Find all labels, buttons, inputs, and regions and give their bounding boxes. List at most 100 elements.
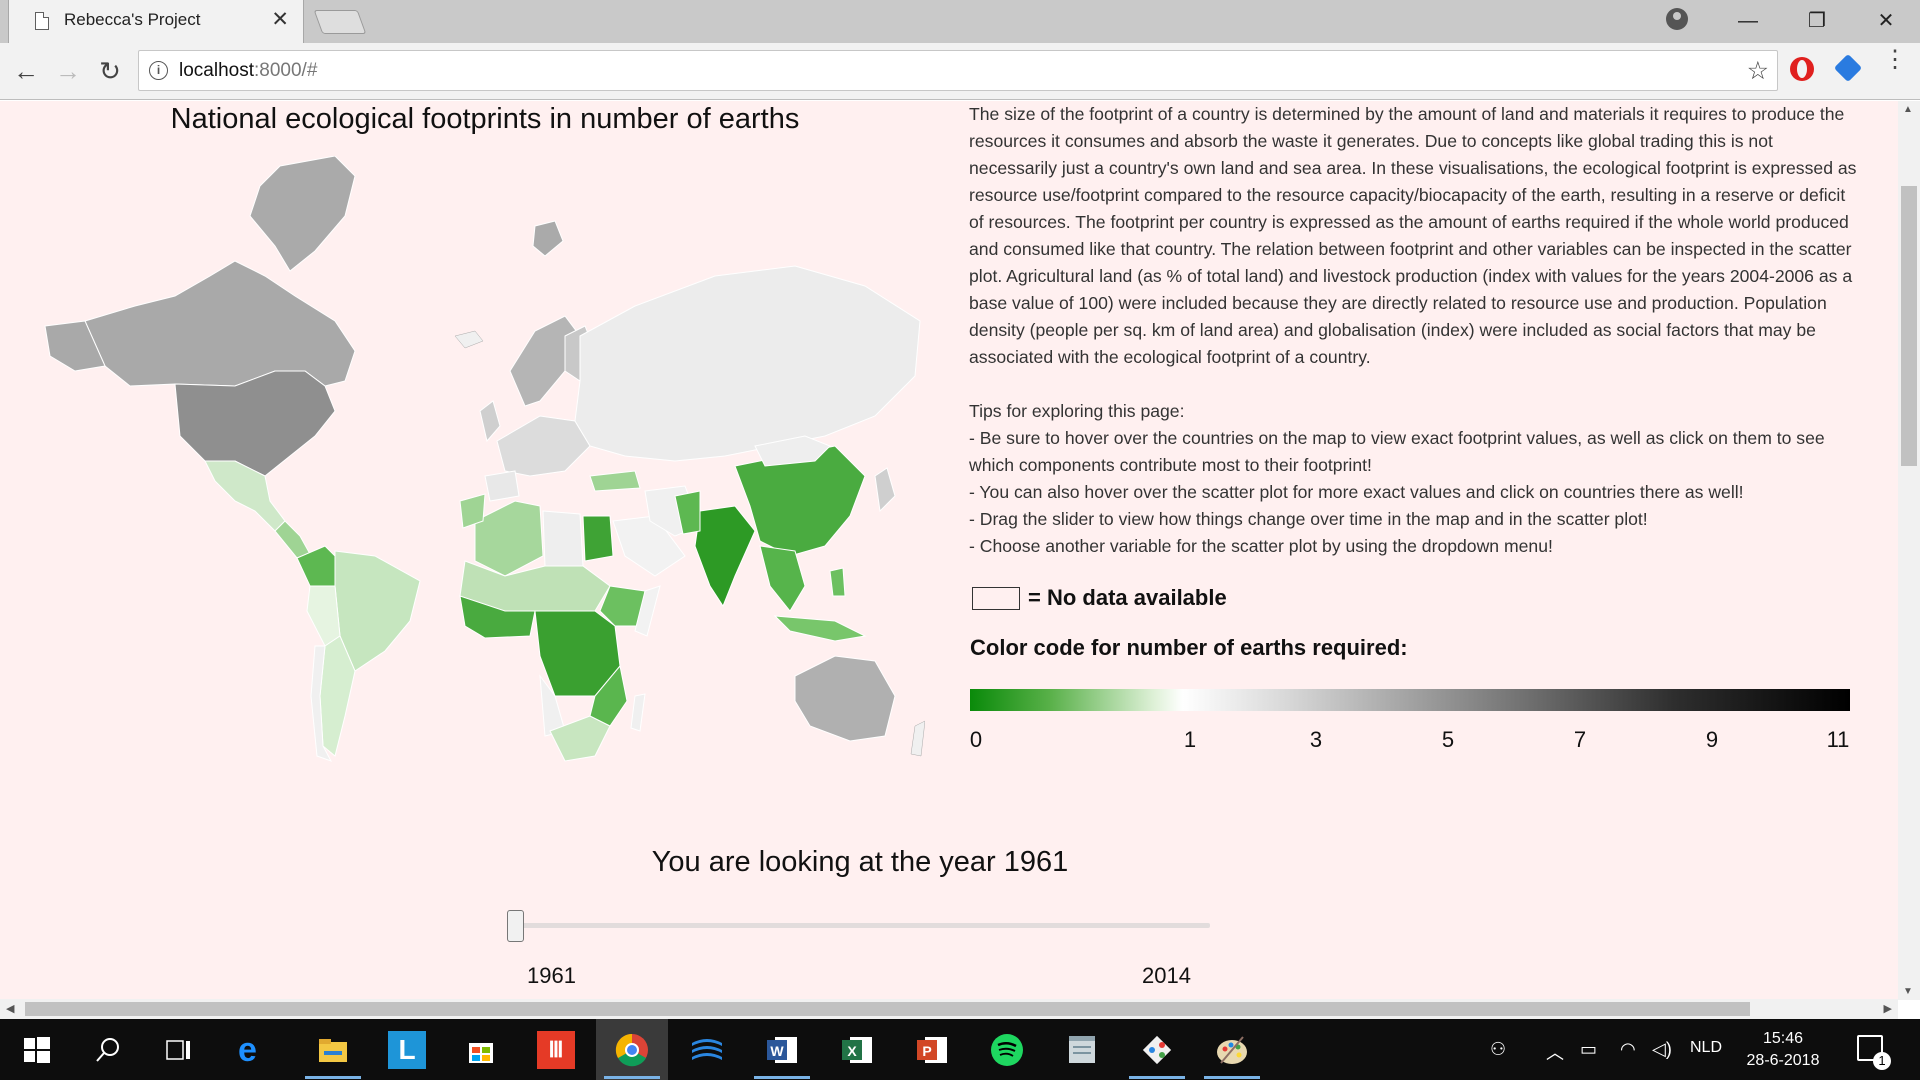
minimize-button[interactable]: — [1738, 10, 1758, 32]
country-canada[interactable] [84, 260, 356, 387]
country-mongolia[interactable] [754, 435, 831, 467]
country-india[interactable] [694, 505, 756, 608]
file-explorer-icon[interactable] [314, 1031, 352, 1069]
legend-tick: 0 [969, 727, 983, 752]
powerpoint-icon[interactable]: P [913, 1031, 951, 1069]
tip-item: - You can also hover over the scatter pl… [969, 482, 1744, 502]
year-slider-track[interactable] [510, 923, 1210, 928]
browser-titlebar: Rebecca's Project ✕ — ❐ ✕ [0, 0, 1920, 43]
country-madagascar[interactable] [630, 693, 646, 732]
country-south-africa[interactable] [549, 715, 611, 762]
country-indonesia[interactable] [773, 615, 867, 642]
word-icon[interactable]: W [763, 1031, 801, 1069]
page-icon [35, 12, 49, 30]
country-philippines[interactable] [829, 567, 846, 597]
excel-icon[interactable]: X [838, 1031, 876, 1069]
year-slider-title: You are looking at the year 1961 [651, 846, 1069, 878]
country-libya[interactable] [542, 510, 584, 567]
profile-icon[interactable] [1666, 8, 1688, 30]
country-somalia[interactable] [634, 585, 661, 637]
menu-icon[interactable]: ⋮ [1883, 46, 1907, 73]
country-morocco[interactable] [459, 493, 486, 529]
country-new-zealand[interactable] [910, 720, 925, 757]
extension-icon[interactable] [1833, 53, 1863, 83]
running-indicator [305, 1076, 361, 1079]
vertical-scrollbar[interactable]: ▲ ▼ [1898, 101, 1920, 1000]
volume-icon[interactable]: ◁) [1652, 1039, 1672, 1059]
scroll-left-icon[interactable]: ◀ [6, 1003, 15, 1015]
windows-taskbar: e L Ⅲ W X P ⚇ ︿ ▭ ◠ ◁) NLD 15:46 28- [0, 1019, 1920, 1080]
vertical-scroll-thumb[interactable] [1901, 186, 1917, 466]
reload-icon[interactable]: ↻ [99, 56, 121, 86]
new-tab-button[interactable] [313, 10, 367, 34]
country-mozambique[interactable] [589, 664, 628, 727]
island-svalbard[interactable] [532, 220, 564, 257]
country-spain[interactable] [484, 470, 520, 502]
tips-section: Tips for exploring this page: - Be sure … [969, 398, 1857, 560]
red-app-icon[interactable]: Ⅲ [537, 1031, 575, 1069]
country-chile[interactable] [310, 645, 333, 762]
store-icon[interactable] [462, 1031, 500, 1069]
tab-close-icon[interactable]: ✕ [271, 8, 289, 31]
country-turkey[interactable] [589, 470, 641, 492]
region-west-africa[interactable] [459, 595, 536, 639]
people-icon[interactable]: ⚇ [1490, 1039, 1507, 1059]
country-mexico[interactable] [204, 460, 286, 532]
notes-icon[interactable] [1063, 1031, 1101, 1069]
country-saudi-arabia[interactable] [612, 515, 686, 577]
region-western-europe[interactable] [496, 415, 591, 477]
country-alaska[interactable] [44, 320, 106, 372]
horizontal-scrollbar[interactable]: ◀ ▶ [0, 999, 1898, 1019]
country-iceland[interactable] [454, 330, 484, 349]
country-usa[interactable] [174, 370, 336, 477]
language-indicator[interactable]: NLD [1690, 1039, 1723, 1056]
scroll-up-icon[interactable]: ▲ [1903, 104, 1913, 115]
legend-tick: 9 [1705, 727, 1719, 752]
url-text[interactable]: localhost:8000/# [179, 60, 317, 82]
bookmark-star-icon[interactable]: ☆ [1746, 57, 1769, 85]
restore-button[interactable]: ❐ [1808, 10, 1826, 32]
chrome-icon[interactable] [613, 1031, 651, 1069]
battery-icon[interactable]: ▭ [1580, 1039, 1598, 1059]
country-algeria[interactable] [474, 500, 544, 577]
search-icon[interactable] [90, 1031, 128, 1069]
info-icon[interactable]: i [149, 61, 168, 80]
clock[interactable]: 15:46 28-6-2018 [1733, 1028, 1833, 1072]
blue-stack-icon[interactable] [688, 1031, 726, 1069]
country-pakistan[interactable] [674, 490, 701, 535]
country-ethiopia[interactable] [599, 585, 646, 627]
wifi-icon[interactable]: ◠ [1620, 1039, 1636, 1059]
year-slider-handle[interactable] [507, 910, 524, 942]
country-japan[interactable] [874, 467, 896, 513]
country-greenland[interactable] [249, 156, 356, 272]
country-egypt[interactable] [582, 515, 614, 562]
paint-icon[interactable] [1213, 1031, 1251, 1069]
forward-icon[interactable]: → [55, 56, 81, 86]
country-russia[interactable] [574, 265, 921, 462]
show-hidden-icons-icon[interactable]: ︿ [1546, 1043, 1564, 1063]
spotify-icon[interactable] [988, 1031, 1026, 1069]
country-uk[interactable] [479, 400, 501, 443]
region-southeast-asia[interactable] [759, 545, 806, 612]
notification-count-badge: 1 [1873, 1052, 1891, 1070]
running-indicator [1129, 1076, 1185, 1079]
scroll-down-icon[interactable]: ▼ [1903, 986, 1913, 997]
notification-icon[interactable] [1857, 1035, 1883, 1061]
back-icon[interactable]: ← [13, 56, 39, 86]
running-indicator [604, 1076, 660, 1079]
region-central-america[interactable] [274, 520, 311, 559]
browser-tab[interactable]: Rebecca's Project ✕ [8, 0, 304, 43]
edge-icon[interactable]: e [238, 1031, 257, 1069]
slider-max-label: 2014 [1142, 963, 1191, 988]
task-view-icon[interactable] [160, 1031, 198, 1069]
start-icon[interactable] [18, 1031, 56, 1069]
country-australia[interactable] [794, 655, 896, 742]
country-peru[interactable] [306, 585, 341, 647]
address-bar[interactable]: i localhost:8000/# ☆ [138, 50, 1778, 91]
git-icon[interactable] [1138, 1031, 1176, 1069]
horizontal-scroll-thumb[interactable] [25, 1002, 1750, 1016]
l-app-icon[interactable]: L [388, 1031, 426, 1069]
close-window-button[interactable]: ✕ [1877, 10, 1895, 32]
opera-extension-icon[interactable] [1790, 57, 1814, 81]
scroll-right-icon[interactable]: ▶ [1883, 1003, 1892, 1015]
